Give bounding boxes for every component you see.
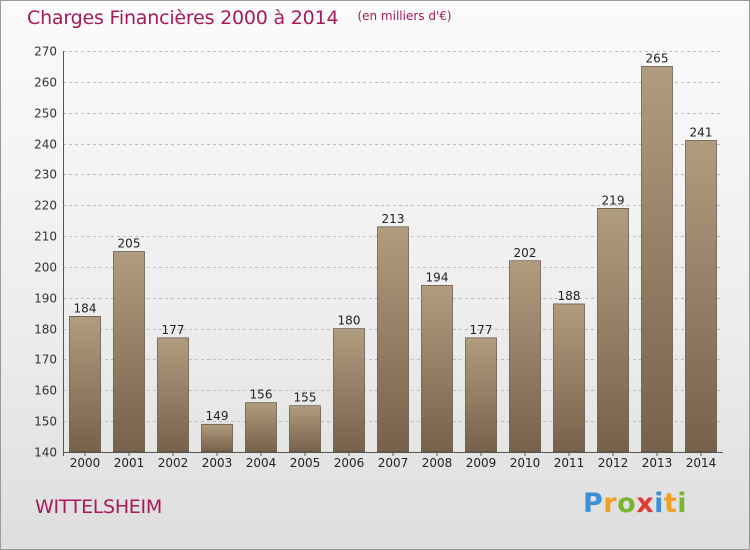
data-label: 155 [294, 391, 317, 405]
bar-2002 [157, 337, 189, 453]
bar-2009 [465, 337, 497, 453]
x-tick-label: 2007 [378, 456, 409, 470]
y-tick-label: 180 [34, 323, 57, 337]
data-label: 194 [426, 270, 449, 284]
y-tick-label: 160 [34, 384, 57, 398]
y-tick-label: 230 [34, 168, 57, 182]
x-tick-label: 2006 [334, 456, 365, 470]
bar-2000 [69, 315, 101, 453]
x-tick-label: 2010 [510, 456, 541, 470]
bar-2011 [553, 303, 585, 453]
logo-letter: P [583, 488, 604, 519]
x-tick-label: 2014 [686, 456, 717, 470]
x-tick-label: 2011 [554, 456, 585, 470]
bar-layer: 184 205 177 149 156 155 180 213 194 177 202 188 219 2… [69, 51, 717, 453]
y-tick-label: 150 [34, 415, 57, 429]
y-tick-label: 170 [34, 353, 57, 367]
data-label: 188 [558, 289, 581, 303]
bar-2006 [333, 328, 365, 453]
x-tick-label: 2001 [114, 456, 145, 470]
proxiti-logo[interactable]: Proxiti [583, 488, 687, 519]
x-tick-label: 2004 [246, 456, 277, 470]
logo-letter: i [654, 488, 664, 519]
data-label: 205 [118, 237, 141, 251]
title-row: Charges Financières 2000 à 2014 (en mill… [27, 7, 452, 29]
chart-title: Charges Financières 2000 à 2014 [27, 7, 339, 29]
x-tick-label: 2003 [202, 456, 233, 470]
x-tick-label: 2002 [158, 456, 189, 470]
data-label: 149 [206, 409, 229, 423]
axis-layer: 140 150 160 170 180 190 200 210 220 230 240 250 260 2… [34, 45, 723, 470]
logo-letter: r [603, 488, 618, 519]
chart-subtitle: (en milliers d'€) [357, 9, 452, 23]
bar-2010 [509, 260, 541, 453]
x-tick-label: 2000 [70, 456, 101, 470]
x-tick-label: 2008 [422, 456, 453, 470]
commune-name: WITTELSHEIM [35, 496, 162, 518]
y-tick-label: 140 [34, 446, 57, 460]
x-tick-label: 2012 [598, 456, 629, 470]
y-tick-label: 220 [34, 199, 57, 213]
data-label: 265 [646, 51, 669, 65]
y-tick-label: 210 [34, 230, 57, 244]
x-tick-label: 2005 [290, 456, 321, 470]
data-label: 177 [162, 323, 185, 337]
bar-2001 [113, 251, 145, 453]
y-tick-label: 260 [34, 76, 57, 90]
data-label: 202 [514, 246, 537, 260]
logo-letter: o [617, 488, 637, 519]
logo-letter: i [677, 488, 688, 519]
bar-2013 [641, 66, 673, 453]
data-label: 219 [602, 193, 625, 207]
bar-2008 [421, 285, 453, 453]
x-tick-label: 2013 [642, 456, 673, 470]
bar-2007 [377, 226, 409, 453]
data-label: 184 [74, 301, 97, 315]
bar-2014 [685, 140, 717, 453]
y-tick-label: 270 [34, 45, 57, 59]
y-tick-label: 190 [34, 292, 57, 306]
x-tick-label: 2009 [466, 456, 497, 470]
logo-letter: x [636, 488, 655, 519]
data-label: 177 [470, 323, 493, 337]
data-label: 213 [382, 212, 405, 226]
bar-2005 [289, 405, 321, 453]
logo-letter: t [663, 488, 678, 519]
data-label: 180 [338, 314, 361, 328]
y-tick-label: 200 [34, 261, 57, 275]
bar-2003 [201, 423, 233, 453]
y-tick-label: 240 [34, 138, 57, 152]
data-label: 156 [250, 388, 273, 402]
data-label: 241 [690, 125, 713, 139]
bar-2004 [245, 402, 277, 453]
bar-2012 [597, 208, 629, 453]
y-tick-label: 250 [34, 107, 57, 121]
